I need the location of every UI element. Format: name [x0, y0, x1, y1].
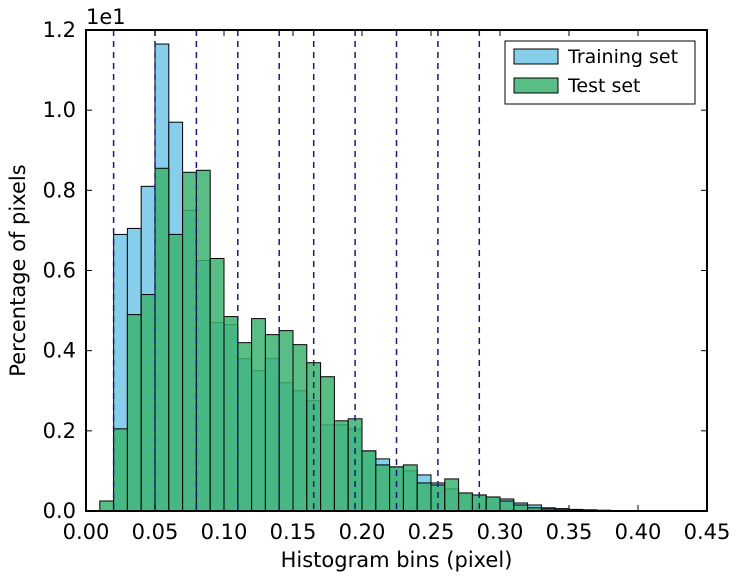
test-bar — [361, 450, 377, 512]
test-bar — [126, 314, 142, 512]
test-bar — [278, 330, 294, 512]
y-tick-label: 0.6 — [43, 259, 76, 283]
test-bar — [375, 464, 391, 512]
test-bar — [333, 420, 349, 512]
test-bar — [209, 257, 225, 512]
test-bar — [485, 496, 501, 512]
vertical-dashed-lines — [112, 30, 481, 511]
x-tick-labels: 0.00 0.05 0.10 0.15 0.20 0.25 0.30 0.35 0.40 0.45 — [63, 520, 731, 544]
x-tick-label: 0.45 — [684, 520, 731, 544]
legend-swatch — [513, 48, 559, 65]
test-bar — [416, 482, 432, 512]
x-tick-label: 0.10 — [201, 520, 248, 544]
legend: Training set Test set — [504, 40, 696, 105]
test-bar — [195, 169, 211, 512]
x-tick-label: 0.00 — [63, 520, 110, 544]
test-bar — [264, 334, 280, 512]
y-tick-label: 0.0 — [43, 499, 76, 523]
y-tick-label: 0.4 — [43, 339, 76, 363]
legend-swatch — [513, 77, 559, 94]
y-scale-label: 1e1 — [86, 5, 126, 29]
y-tick-label: 0.8 — [43, 178, 76, 202]
y-tick-label: 1.2 — [43, 18, 76, 42]
test-bar — [251, 318, 266, 512]
test-bar — [113, 428, 128, 512]
x-tick-label: 0.25 — [408, 520, 455, 544]
x-tick-label: 0.20 — [339, 520, 386, 544]
test-bar — [154, 167, 170, 512]
test-bar — [292, 344, 308, 512]
x-tick-label: 0.15 — [270, 520, 317, 544]
test-bar — [444, 478, 460, 512]
y-tick-labels: 0.0 0.2 0.4 0.6 0.8 1.0 1.2 — [43, 18, 76, 523]
y-tick-label: 0.2 — [43, 419, 76, 443]
x-tick-label: 0.35 — [546, 520, 593, 544]
x-axis-label: Histogram bins (pixel) — [281, 548, 513, 572]
test-bar — [499, 500, 515, 512]
test-bar — [140, 294, 156, 512]
test-bar — [223, 316, 239, 512]
y-tick-label: 1.0 — [43, 98, 76, 122]
test-bar — [168, 233, 184, 512]
legend-label: Test set — [567, 75, 641, 97]
test-bar — [402, 464, 418, 512]
tick-marks — [85, 29, 708, 512]
test-bar — [99, 500, 115, 512]
test-bar — [237, 342, 253, 512]
test-bar — [182, 171, 197, 512]
x-tick-label: 0.30 — [477, 520, 524, 544]
x-tick-label: 0.05 — [132, 520, 179, 544]
y-axis-label: Percentage of pixels — [6, 164, 30, 376]
test-bar — [320, 376, 335, 512]
legend-label: Training set — [567, 46, 678, 68]
test-bar — [458, 492, 473, 512]
x-tick-label: 0.40 — [615, 520, 662, 544]
